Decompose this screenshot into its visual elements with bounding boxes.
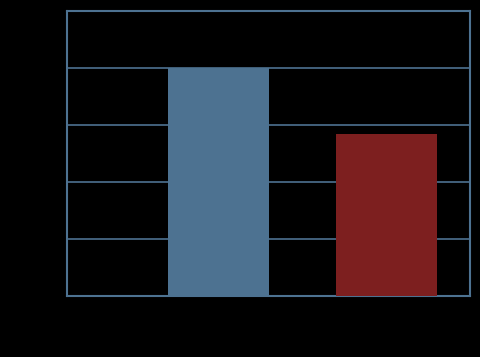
Bar bbox=[336, 134, 437, 296]
Bar bbox=[168, 68, 269, 296]
